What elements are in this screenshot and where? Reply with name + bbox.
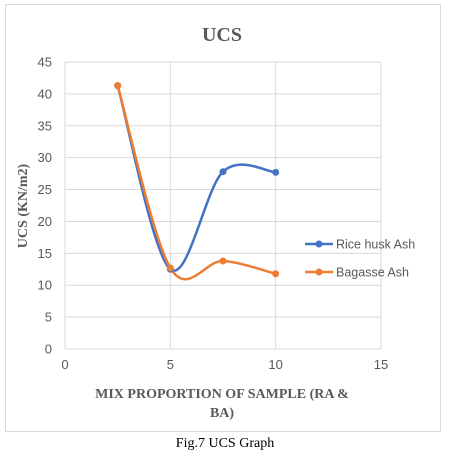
series-line-1 [116, 84, 277, 281]
x-tick-label-0: 0 [61, 357, 68, 372]
figure-caption: Fig.7 UCS Graph [175, 436, 275, 451]
legend-marker-1 [315, 268, 323, 276]
y-tick-label-2: 10 [38, 278, 52, 293]
legend-marker-0 [315, 240, 323, 248]
series-0-point-3 [272, 168, 280, 176]
y-tick-label-3: 15 [38, 246, 52, 261]
y-tick-label-5: 25 [38, 182, 52, 197]
chart-title: UCS [202, 24, 242, 46]
series-1-point-1 [166, 264, 174, 272]
y-axis-label: UCS (KN/m2) [16, 163, 31, 248]
legend-label-0: Rice husk Ash [336, 238, 415, 252]
series-1-point-3 [272, 270, 280, 278]
x-axis-label-line-2: BA) [210, 406, 234, 421]
y-tick-label-6: 30 [38, 150, 52, 165]
y-tick-label-8: 40 [38, 86, 52, 101]
y-tick-label-9: 45 [38, 55, 52, 70]
series-0-point-2 [219, 168, 227, 176]
series-1-point-2 [219, 257, 227, 265]
y-tick-label-4: 20 [38, 214, 52, 229]
series-1-point-0 [114, 82, 122, 90]
legend-label-1: Bagasse Ash [336, 266, 409, 280]
legend: Rice husk Ash Bagasse Ash [305, 238, 415, 280]
y-tick-label-0: 0 [45, 342, 52, 357]
x-tick-label-1: 5 [167, 357, 174, 372]
chart-frame [5, 4, 441, 432]
series-points [114, 82, 280, 278]
x-tick-label-2: 10 [268, 357, 282, 372]
y-tick-label-7: 35 [38, 118, 52, 133]
x-tick-labels: 0 5 10 15 [61, 357, 388, 372]
series-lines [116, 84, 277, 281]
x-axis-label-line-1: MIX PROPORTION OF SAMPLE (RA & [95, 387, 349, 402]
y-tick-label-1: 5 [45, 310, 52, 325]
y-tick-labels: 0 5 10 15 20 25 30 35 40 45 [38, 55, 52, 357]
ucs-chart: UCS 0 5 10 15 20 25 30 35 40 45 0 5 10 15 UCS (KN/m2… [16, 24, 415, 421]
gridlines [64, 61, 382, 350]
x-tick-label-3: 15 [374, 357, 388, 372]
